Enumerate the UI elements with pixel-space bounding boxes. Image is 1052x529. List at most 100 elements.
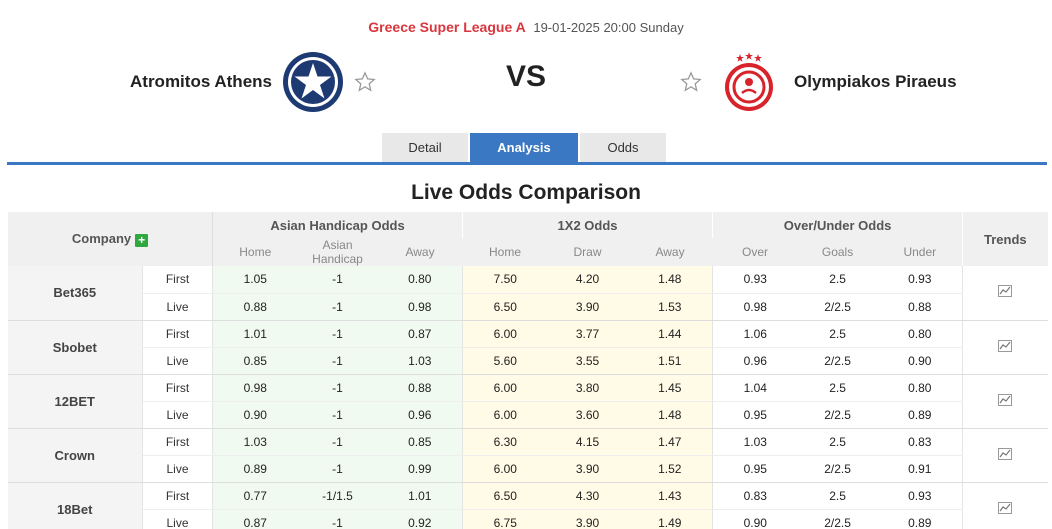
x12-odds-cell[interactable]: 1.47 [627, 428, 713, 456]
ou-odds-cell[interactable]: 0.80 [877, 374, 963, 402]
ou-odds-cell[interactable]: 0.89 [877, 509, 963, 529]
ou-odds-cell[interactable]: 0.95 [712, 401, 798, 429]
ah-odds-cell[interactable]: 0.77 [212, 482, 298, 510]
ou-odds-cell[interactable]: 0.93 [877, 482, 963, 510]
x12-odds-cell[interactable]: 1.51 [627, 347, 713, 375]
ou-odds-cell[interactable]: 1.06 [712, 320, 798, 348]
ou-odds-cell[interactable]: 0.93 [877, 266, 963, 294]
x12-odds-cell[interactable]: 6.00 [462, 455, 548, 483]
ou-odds-cell[interactable]: 0.90 [712, 509, 798, 529]
ou-odds-cell[interactable]: 0.95 [712, 455, 798, 483]
x12-odds-cell[interactable]: 6.50 [462, 293, 548, 321]
ah-odds-cell[interactable]: 0.88 [377, 374, 463, 402]
ou-odds-cell[interactable]: 0.91 [877, 455, 963, 483]
ou-odds-cell[interactable]: 0.89 [877, 401, 963, 429]
ou-odds-cell[interactable]: 0.88 [877, 293, 963, 321]
ah-odds-cell[interactable]: 1.03 [377, 347, 463, 375]
ah-odds-cell[interactable]: -1 [297, 320, 378, 348]
x12-odds-cell[interactable]: 3.90 [547, 509, 628, 529]
company-name[interactable]: Crown [7, 428, 143, 483]
ah-odds-cell[interactable]: 0.98 [212, 374, 298, 402]
ah-odds-cell[interactable]: 0.87 [212, 509, 298, 529]
ou-odds-cell[interactable]: 2/2.5 [797, 347, 878, 375]
ou-odds-cell[interactable]: 2.5 [797, 320, 878, 348]
ah-odds-cell[interactable]: -1 [297, 509, 378, 529]
ah-odds-cell[interactable]: 1.01 [377, 482, 463, 510]
company-name[interactable]: 18Bet [7, 482, 143, 529]
x12-odds-cell[interactable]: 1.48 [627, 401, 713, 429]
trend-chart-icon[interactable] [998, 285, 1013, 300]
x12-odds-cell[interactable]: 6.00 [462, 374, 548, 402]
ou-odds-cell[interactable]: 1.03 [712, 428, 798, 456]
ah-odds-cell[interactable]: -1/1.5 [297, 482, 378, 510]
trend-cell[interactable] [962, 266, 1048, 321]
x12-odds-cell[interactable]: 1.49 [627, 509, 713, 529]
ah-odds-cell[interactable]: 0.92 [377, 509, 463, 529]
trend-cell[interactable] [962, 374, 1048, 429]
x12-odds-cell[interactable]: 3.77 [547, 320, 628, 348]
x12-odds-cell[interactable]: 1.44 [627, 320, 713, 348]
away-team-name[interactable]: Olympiakos Piraeus [794, 72, 957, 91]
x12-odds-cell[interactable]: 1.48 [627, 266, 713, 294]
plus-icon[interactable]: + [135, 234, 149, 247]
ou-odds-cell[interactable]: 0.80 [877, 320, 963, 348]
company-name[interactable]: Bet365 [7, 266, 143, 321]
x12-odds-cell[interactable]: 5.60 [462, 347, 548, 375]
tab-analysis[interactable]: Analysis [470, 133, 580, 163]
ah-odds-cell[interactable]: 1.03 [212, 428, 298, 456]
ou-odds-cell[interactable]: 2/2.5 [797, 401, 878, 429]
ou-odds-cell[interactable]: 0.90 [877, 347, 963, 375]
ah-odds-cell[interactable]: 1.05 [212, 266, 298, 294]
ah-odds-cell[interactable]: -1 [297, 293, 378, 321]
ah-odds-cell[interactable]: 0.87 [377, 320, 463, 348]
league-name[interactable]: Greece Super League A [368, 19, 526, 35]
x12-odds-cell[interactable]: 7.50 [462, 266, 548, 294]
x12-odds-cell[interactable]: 6.00 [462, 401, 548, 429]
ou-odds-cell[interactable]: 2/2.5 [797, 509, 878, 529]
ou-odds-cell[interactable]: 2.5 [797, 428, 878, 456]
ah-odds-cell[interactable]: 0.89 [212, 455, 298, 483]
ah-odds-cell[interactable]: 0.80 [377, 266, 463, 294]
x12-odds-cell[interactable]: 6.00 [462, 320, 548, 348]
tab-detail[interactable]: Detail [382, 133, 470, 163]
x12-odds-cell[interactable]: 1.53 [627, 293, 713, 321]
ah-odds-cell[interactable]: -1 [297, 347, 378, 375]
ah-odds-cell[interactable]: 0.88 [212, 293, 298, 321]
x12-odds-cell[interactable]: 3.90 [547, 455, 628, 483]
trend-chart-icon[interactable] [998, 447, 1013, 463]
home-favorite-star-icon[interactable] [354, 71, 376, 93]
x12-odds-cell[interactable]: 4.30 [547, 482, 628, 510]
trend-chart-icon[interactable] [998, 501, 1013, 517]
trend-cell[interactable] [962, 428, 1048, 483]
x12-odds-cell[interactable]: 3.55 [547, 347, 628, 375]
ou-odds-cell[interactable]: 0.98 [712, 293, 798, 321]
tab-odds[interactable]: Odds [580, 133, 668, 163]
x12-odds-cell[interactable]: 3.90 [547, 293, 628, 321]
x12-odds-cell[interactable]: 1.43 [627, 482, 713, 510]
x12-odds-cell[interactable]: 3.80 [547, 374, 628, 402]
x12-odds-cell[interactable]: 6.75 [462, 509, 548, 529]
x12-odds-cell[interactable]: 4.20 [547, 266, 628, 294]
away-favorite-star-icon[interactable] [680, 71, 702, 93]
ah-odds-cell[interactable]: -1 [297, 428, 378, 456]
trend-cell[interactable] [962, 482, 1048, 529]
ou-odds-cell[interactable]: 0.93 [712, 266, 798, 294]
ah-odds-cell[interactable]: -1 [297, 266, 378, 294]
x12-odds-cell[interactable]: 3.60 [547, 401, 628, 429]
company-name[interactable]: 12BET [7, 374, 143, 429]
ou-odds-cell[interactable]: 2.5 [797, 266, 878, 294]
ah-odds-cell[interactable]: -1 [297, 401, 378, 429]
ou-odds-cell[interactable]: 2.5 [797, 374, 878, 402]
ah-odds-cell[interactable]: 0.85 [212, 347, 298, 375]
ou-odds-cell[interactable]: 1.04 [712, 374, 798, 402]
x12-odds-cell[interactable]: 1.52 [627, 455, 713, 483]
ah-odds-cell[interactable]: -1 [297, 374, 378, 402]
ou-odds-cell[interactable]: 2.5 [797, 482, 878, 510]
ah-odds-cell[interactable]: 0.96 [377, 401, 463, 429]
trend-chart-icon[interactable] [998, 339, 1013, 355]
ah-odds-cell[interactable]: 1.01 [212, 320, 298, 348]
x12-odds-cell[interactable]: 6.30 [462, 428, 548, 456]
ou-odds-cell[interactable]: 0.83 [712, 482, 798, 510]
trend-cell[interactable] [962, 320, 1048, 375]
ou-odds-cell[interactable]: 0.96 [712, 347, 798, 375]
